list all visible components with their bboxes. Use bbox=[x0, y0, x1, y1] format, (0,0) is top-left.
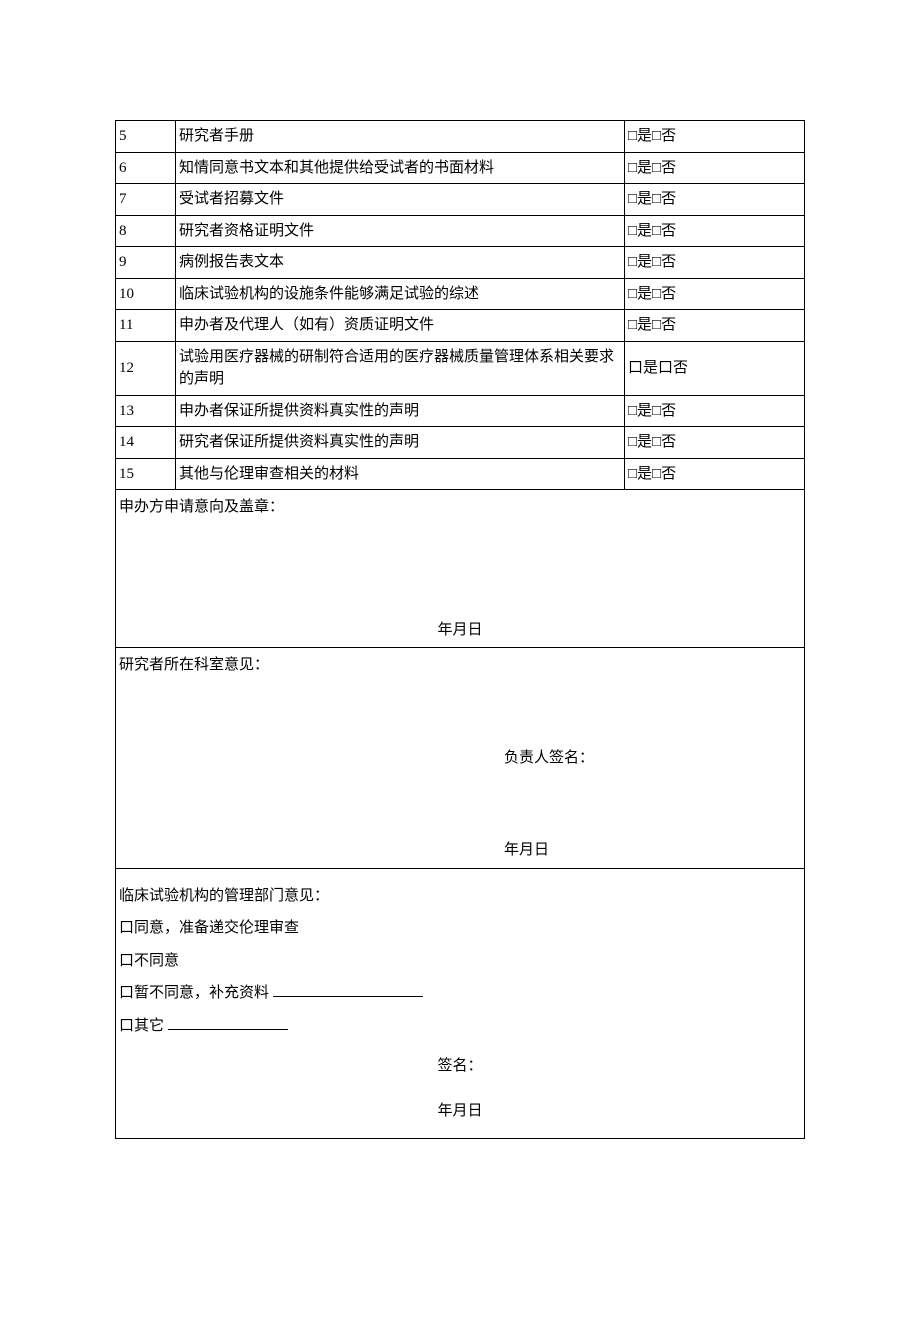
row-number: 9 bbox=[116, 247, 176, 279]
management-opt4: 口其它 bbox=[119, 1015, 801, 1038]
table-row: 6知情同意书文本和其他提供给受试者的书面材料□是□否 bbox=[116, 152, 805, 184]
row-number: 7 bbox=[116, 184, 176, 216]
row-number: 5 bbox=[116, 121, 176, 153]
opt4-blank bbox=[168, 1015, 288, 1030]
row-checkbox: □是□否 bbox=[625, 427, 805, 459]
row-checkbox: □是□否 bbox=[625, 121, 805, 153]
management-signature-label: 签名： bbox=[119, 1055, 801, 1078]
row-checkbox: □是□否 bbox=[625, 395, 805, 427]
table-row: 13申办者保证所提供资料真实性的声明□是□否 bbox=[116, 395, 805, 427]
row-description: 试验用医疗器械的研制符合适用的医疗器械质量管理体系相关要求的声明 bbox=[176, 341, 625, 395]
researcher-date: 年月日 bbox=[119, 839, 801, 862]
row-number: 12 bbox=[116, 341, 176, 395]
section-researcher-row: 研究者所在科室意见： 负责人签名： 年月日 bbox=[116, 648, 805, 869]
table-row: 8研究者资格证明文件□是□否 bbox=[116, 215, 805, 247]
row-description: 研究者手册 bbox=[176, 121, 625, 153]
management-opt3: 口暂不同意，补充资料 bbox=[119, 982, 801, 1005]
table-row: 14研究者保证所提供资料真实性的声明□是□否 bbox=[116, 427, 805, 459]
row-description: 申办者及代理人（如有）资质证明文件 bbox=[176, 310, 625, 342]
table-row: 9病例报告表文本□是□否 bbox=[116, 247, 805, 279]
row-checkbox: □是□否 bbox=[625, 310, 805, 342]
row-number: 11 bbox=[116, 310, 176, 342]
row-number: 13 bbox=[116, 395, 176, 427]
row-description: 受试者招募文件 bbox=[176, 184, 625, 216]
table-row: 5研究者手册□是□否 bbox=[116, 121, 805, 153]
management-title: 临床试验机构的管理部门意见： bbox=[119, 885, 801, 908]
opt3-prefix: 口暂不同意，补充资料 bbox=[119, 985, 273, 1001]
table-row: 10临床试验机构的设施条件能够满足试验的综述□是□否 bbox=[116, 278, 805, 310]
row-description: 申办者保证所提供资料真实性的声明 bbox=[176, 395, 625, 427]
management-opt2: 口不同意 bbox=[119, 950, 801, 973]
row-description: 知情同意书文本和其他提供给受试者的书面材料 bbox=[176, 152, 625, 184]
sponsor-title: 申办方申请意向及盖章： bbox=[119, 496, 801, 519]
management-opinion-block: 临床试验机构的管理部门意见： 口同意，准备递交伦理审查 口不同意 口暂不同意，补… bbox=[119, 885, 801, 1123]
management-opt1: 口同意，准备递交伦理审查 bbox=[119, 917, 801, 940]
row-checkbox: □是□否 bbox=[625, 215, 805, 247]
table-row: 7受试者招募文件□是□否 bbox=[116, 184, 805, 216]
table-row: 11申办者及代理人（如有）资质证明文件□是□否 bbox=[116, 310, 805, 342]
row-checkbox: 口是口否 bbox=[625, 341, 805, 395]
sponsor-intent-block: 申办方申请意向及盖章： 年月日 bbox=[119, 496, 801, 641]
sponsor-date: 年月日 bbox=[119, 619, 801, 642]
row-description: 研究者资格证明文件 bbox=[176, 215, 625, 247]
row-number: 14 bbox=[116, 427, 176, 459]
row-description: 研究者保证所提供资料真实性的声明 bbox=[176, 427, 625, 459]
row-checkbox: □是□否 bbox=[625, 278, 805, 310]
table-row: 12试验用医疗器械的研制符合适用的医疗器械质量管理体系相关要求的声明口是口否 bbox=[116, 341, 805, 395]
researcher-dept-block: 研究者所在科室意见： 负责人签名： 年月日 bbox=[119, 654, 801, 862]
section-management-row: 临床试验机构的管理部门意见： 口同意，准备递交伦理审查 口不同意 口暂不同意，补… bbox=[116, 868, 805, 1139]
opt3-blank bbox=[273, 982, 423, 997]
document-table: 5研究者手册□是□否6知情同意书文本和其他提供给受试者的书面材料□是□否7受试者… bbox=[115, 120, 805, 1139]
row-checkbox: □是□否 bbox=[625, 247, 805, 279]
management-date: 年月日 bbox=[119, 1100, 801, 1123]
row-number: 6 bbox=[116, 152, 176, 184]
row-checkbox: □是□否 bbox=[625, 458, 805, 490]
row-number: 10 bbox=[116, 278, 176, 310]
row-number: 8 bbox=[116, 215, 176, 247]
section-sponsor-row: 申办方申请意向及盖章： 年月日 bbox=[116, 490, 805, 648]
row-description: 其他与伦理审查相关的材料 bbox=[176, 458, 625, 490]
opt4-prefix: 口其它 bbox=[119, 1018, 168, 1034]
row-number: 15 bbox=[116, 458, 176, 490]
row-description: 病例报告表文本 bbox=[176, 247, 625, 279]
row-checkbox: □是□否 bbox=[625, 152, 805, 184]
row-checkbox: □是□否 bbox=[625, 184, 805, 216]
row-description: 临床试验机构的设施条件能够满足试验的综述 bbox=[176, 278, 625, 310]
researcher-signature-label: 负责人签名： bbox=[119, 747, 801, 770]
table-row: 15其他与伦理审查相关的材料□是□否 bbox=[116, 458, 805, 490]
researcher-title: 研究者所在科室意见： bbox=[119, 654, 801, 677]
